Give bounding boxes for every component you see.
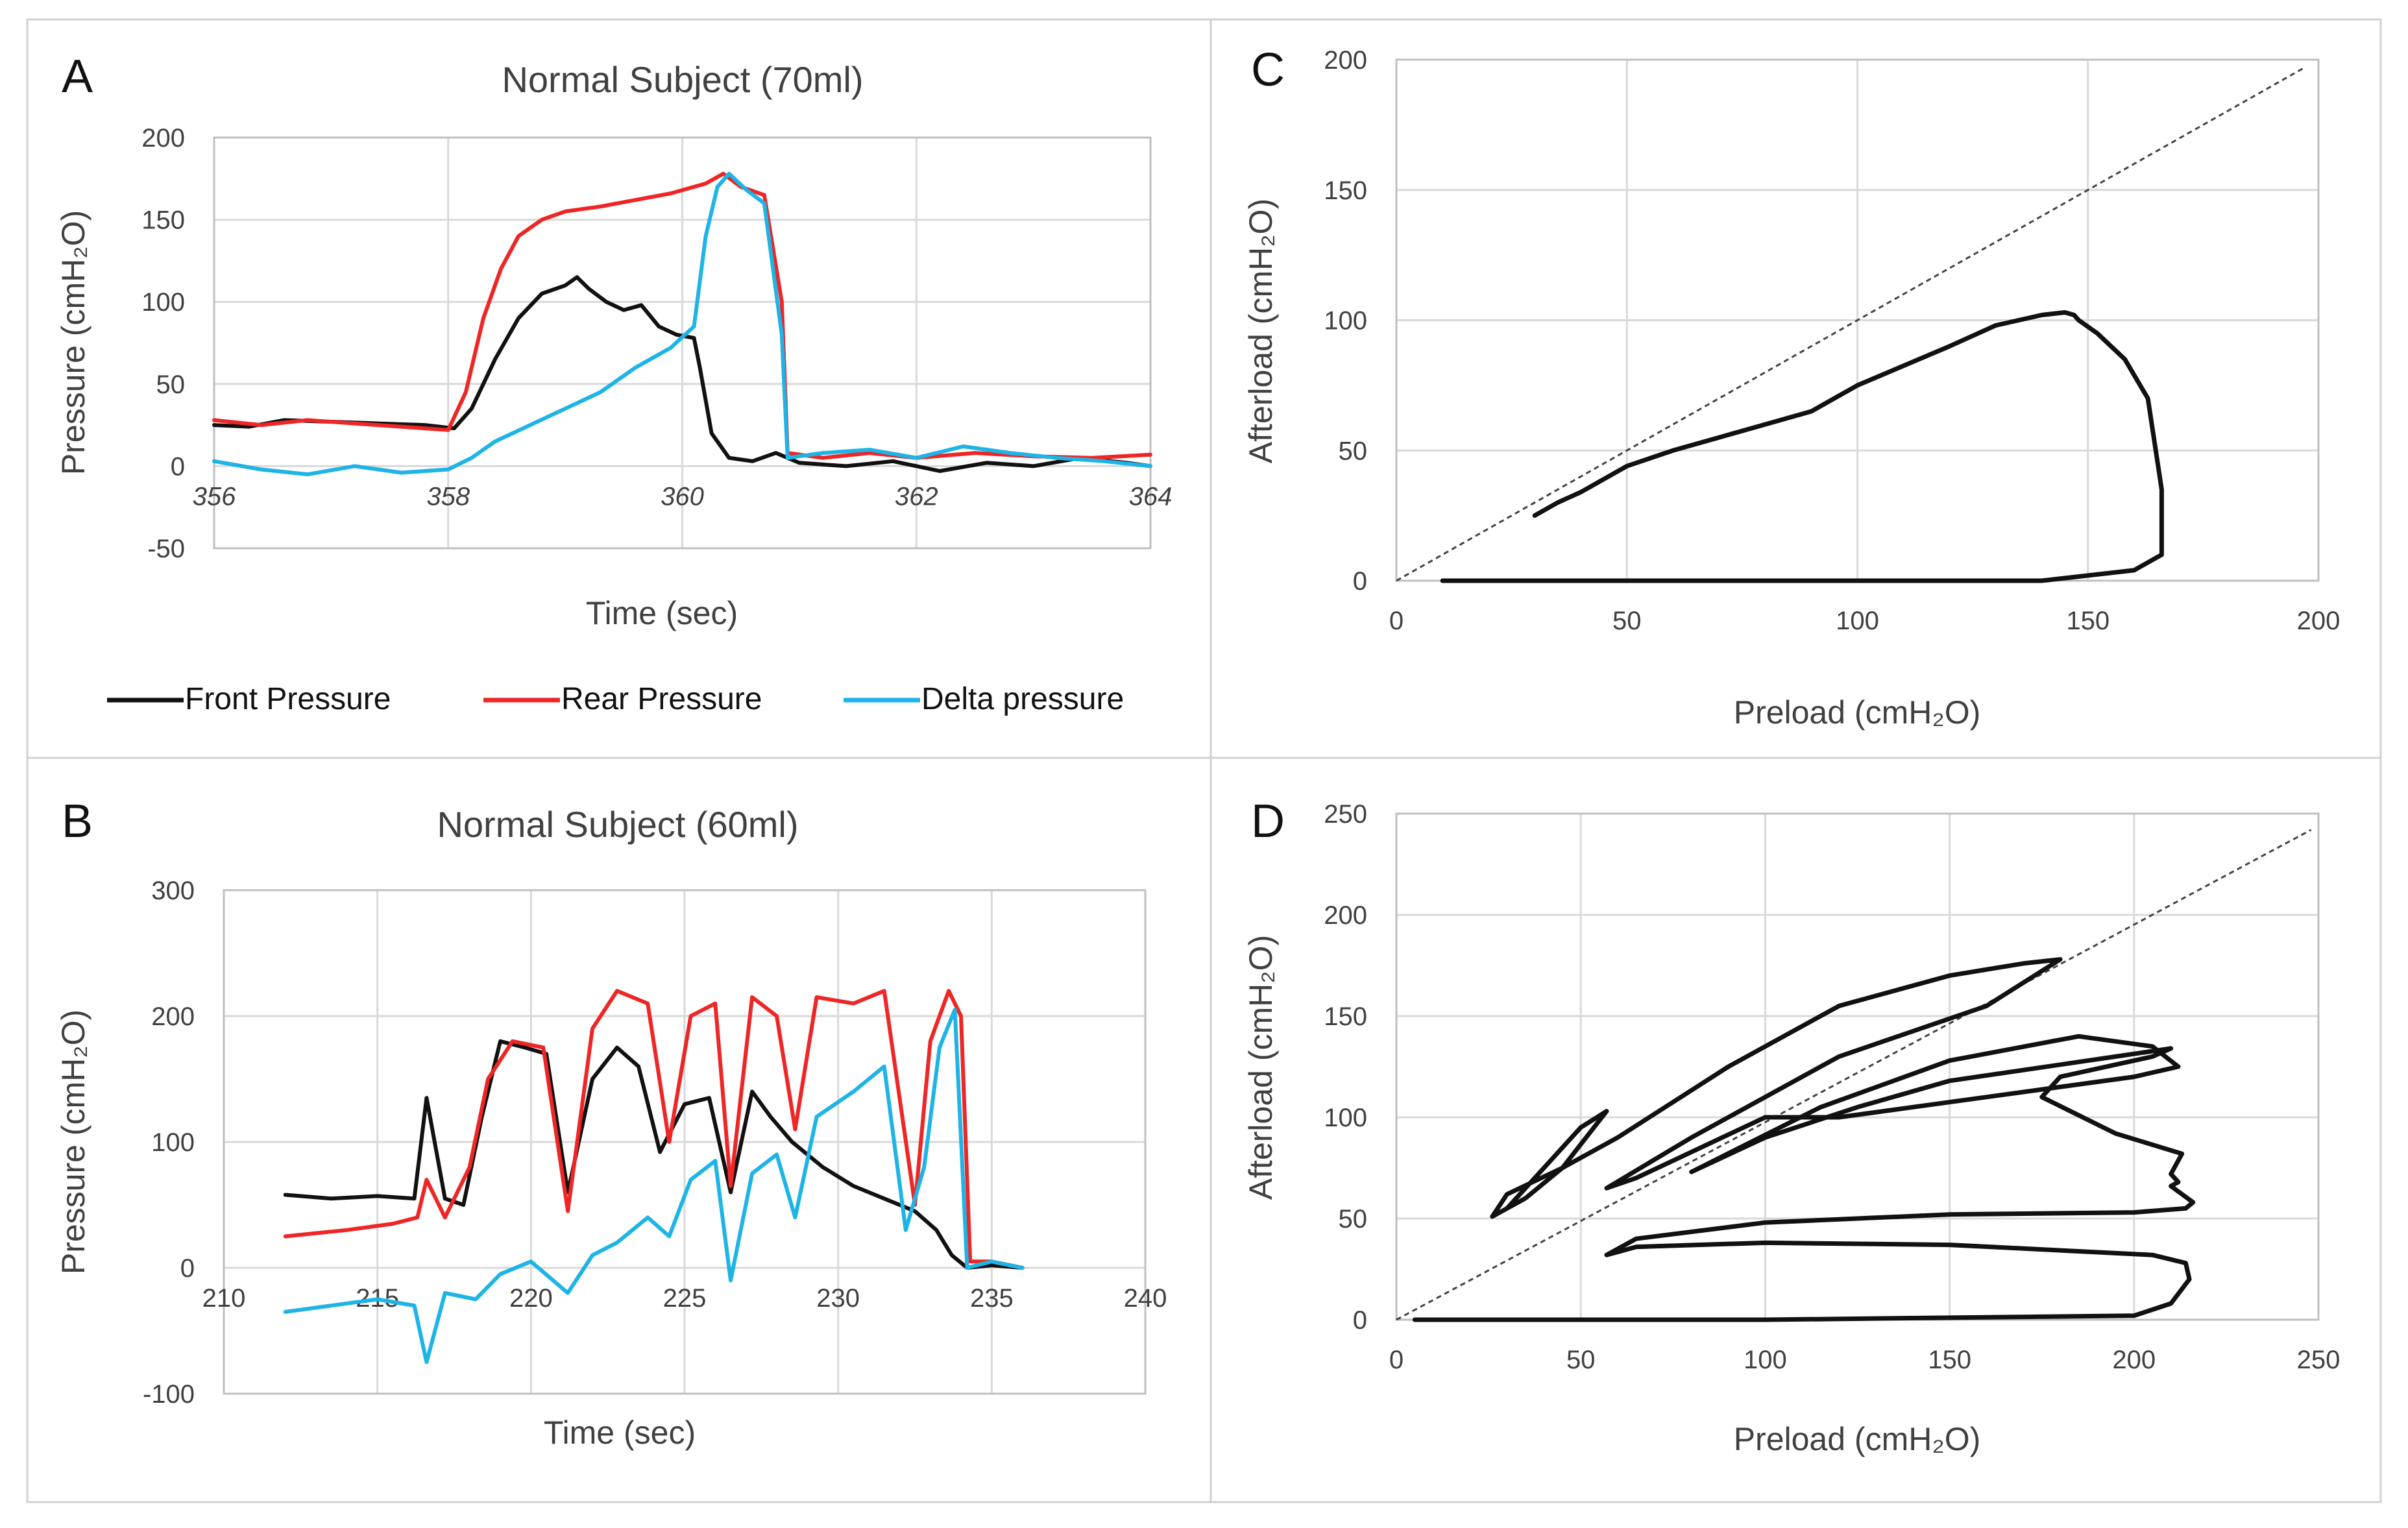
y-tick-label: 200 bbox=[1324, 46, 1367, 75]
x-tick-label: 225 bbox=[663, 1284, 707, 1313]
plot-area bbox=[213, 136, 1152, 550]
plot-area bbox=[223, 889, 1147, 1395]
legend-label: Front Pressure bbox=[185, 682, 391, 716]
x-tick-label: 360 bbox=[661, 482, 704, 511]
y-tick-label: 100 bbox=[151, 1128, 195, 1157]
y-tick-label: 150 bbox=[141, 206, 185, 235]
y-tick-label: 50 bbox=[1339, 1205, 1368, 1233]
series-line-front-pressure bbox=[283, 1039, 1025, 1270]
identity-line bbox=[1396, 829, 2312, 1321]
legend-item-front-pressure: Front Pressure bbox=[107, 682, 391, 716]
y-tick-label: 200 bbox=[141, 124, 185, 152]
x-axis-label: Preload (cmH₂O) bbox=[1734, 1421, 1981, 1457]
legend: Front Pressure Rear Pressure Delta pressur… bbox=[107, 682, 1124, 716]
y-tick-label: -50 bbox=[147, 535, 185, 563]
series-line-front-pressure bbox=[212, 275, 1152, 473]
x-tick-label: 362 bbox=[895, 482, 938, 511]
panel-c-chart: 0 50 100 150 200 0 50 100 150 200 C Preload (cmH₂O)… bbox=[1243, 44, 2340, 731]
x-tick-label: 50 bbox=[1566, 1346, 1596, 1374]
y-tick-label: 0 bbox=[180, 1254, 195, 1283]
y-tick-label: 300 bbox=[151, 877, 195, 905]
series-line-afterload-vs-preload bbox=[1412, 957, 2196, 1322]
x-tick-label: 230 bbox=[816, 1284, 860, 1313]
y-tick-label: 250 bbox=[1324, 800, 1367, 829]
x-tick-label: 364 bbox=[1129, 482, 1173, 511]
y-tick-label: 200 bbox=[151, 1002, 195, 1031]
x-tick-label: 240 bbox=[1124, 1284, 1167, 1313]
y-tick-label: 150 bbox=[1324, 1002, 1367, 1031]
y-tick-label: 50 bbox=[1339, 437, 1368, 465]
panel-a-chart: 356 358 360 362 364 -50 0 50 100 150 200 A Normal Su… bbox=[55, 51, 1172, 631]
series-line-rear-pressure bbox=[283, 989, 1025, 1270]
x-axis-label: Time (sec) bbox=[586, 595, 738, 631]
legend-label: Rear Pressure bbox=[561, 682, 762, 716]
y-tick-label: 0 bbox=[171, 452, 185, 481]
x-tick-label: 0 bbox=[1389, 607, 1404, 635]
figure-frame bbox=[26, 18, 2382, 1503]
x-axis-label: Time (sec) bbox=[544, 1414, 696, 1451]
y-tick-label: 100 bbox=[141, 288, 185, 317]
x-tick-label: 358 bbox=[426, 482, 470, 511]
y-tick-label: 0 bbox=[1353, 1306, 1367, 1335]
y-axis-label: Afterload (cmH₂O) bbox=[1243, 935, 1279, 1200]
x-tick-label: 150 bbox=[1928, 1346, 1971, 1374]
identity-line bbox=[1396, 66, 2305, 582]
x-tick-label: 50 bbox=[1612, 607, 1642, 635]
x-tick-label: 100 bbox=[1744, 1346, 1787, 1374]
y-tick-label: 0 bbox=[1353, 567, 1367, 596]
x-tick-label: 150 bbox=[2066, 607, 2110, 635]
x-tick-label: 100 bbox=[1836, 607, 1879, 635]
y-tick-label: 50 bbox=[156, 370, 186, 399]
x-tick-label: 356 bbox=[193, 482, 236, 511]
series-line-afterload-vs-preload bbox=[1440, 310, 2164, 583]
panel-letter: C bbox=[1251, 44, 1285, 96]
x-tick-label: 210 bbox=[202, 1284, 246, 1313]
x-tick-label: 235 bbox=[970, 1284, 1014, 1313]
panel-d-chart: 0 50 100 150 200 250 0 50 100 150 200 250 D Preload (… bbox=[1243, 795, 2340, 1457]
chart-title: Normal Subject (70ml) bbox=[502, 59, 863, 100]
x-axis-label: Preload (cmH₂O) bbox=[1734, 694, 1981, 731]
legend-item-delta-pressure: Delta pressure bbox=[844, 682, 1124, 716]
y-tick-label: 100 bbox=[1324, 1104, 1367, 1132]
y-axis-label: Pressure (cmH₂O) bbox=[55, 210, 91, 475]
x-tick-label: 200 bbox=[2112, 1346, 2156, 1374]
y-tick-label: 100 bbox=[1324, 307, 1367, 335]
y-axis-label: Afterload (cmH₂O) bbox=[1243, 199, 1279, 463]
panel-letter: B bbox=[62, 795, 93, 847]
y-tick-label: 150 bbox=[1324, 176, 1367, 205]
series-line-delta-pressure bbox=[283, 1008, 1025, 1364]
y-tick-label: -100 bbox=[143, 1380, 195, 1409]
legend-label: Delta pressure bbox=[921, 682, 1124, 716]
chart-title: Normal Subject (60ml) bbox=[437, 804, 798, 845]
x-tick-label: 220 bbox=[509, 1284, 553, 1313]
series-line-delta-pressure bbox=[212, 171, 1152, 477]
panel-letter: D bbox=[1251, 795, 1285, 847]
legend-item-rear-pressure: Rear Pressure bbox=[483, 682, 762, 716]
y-axis-label: Pressure (cmH₂O) bbox=[55, 1010, 91, 1274]
y-tick-label: 200 bbox=[1324, 901, 1367, 930]
x-tick-label: 200 bbox=[2297, 607, 2341, 635]
x-tick-label: 0 bbox=[1389, 1346, 1404, 1374]
x-tick-label: 250 bbox=[2297, 1346, 2341, 1374]
panel-letter: A bbox=[62, 51, 93, 103]
